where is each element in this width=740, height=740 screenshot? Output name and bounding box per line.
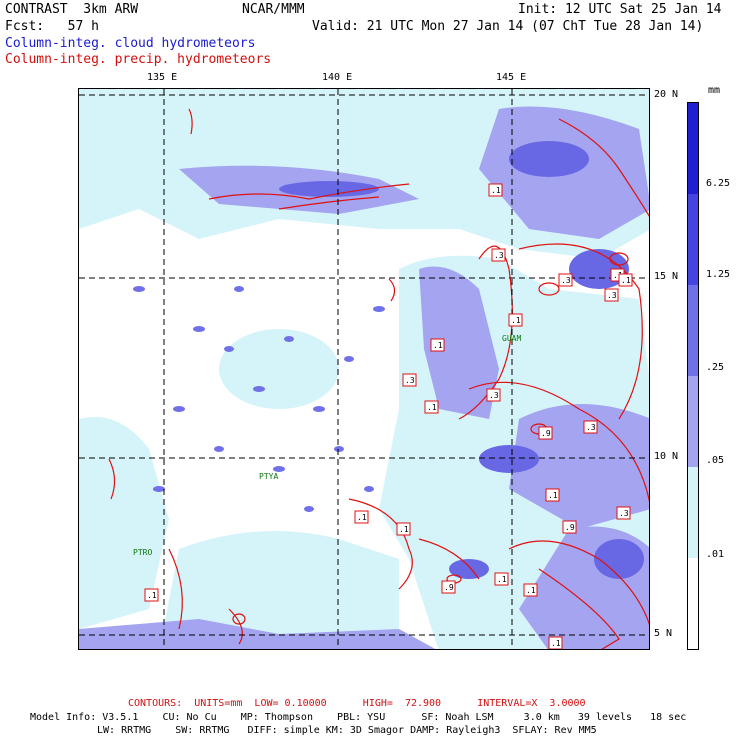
contour-label: .1 [508,313,523,327]
svg-text:.9: .9 [444,583,454,592]
svg-text:.1: .1 [357,513,367,522]
contour-label: .3 [604,288,619,302]
lat-label-5: 5 N [654,628,673,639]
contour-label: .1 [354,510,369,524]
contour-label: .1 [424,400,439,414]
station-ptro: PTRO [133,548,153,557]
svg-text:.3: .3 [489,391,499,400]
colorbar-segment [688,194,698,285]
model-info-line2: LW: RRTMG SW: RRTMG DIFF: simple KM: 3D … [97,725,597,736]
contour-label: .3 [486,388,501,402]
contour-label: .1 [430,338,445,352]
contour-label: .1 [488,183,503,197]
contour-label: .9 [538,426,553,440]
lon-label-140: 140 E [322,72,353,83]
graticule [79,89,649,649]
init-time: Init: 12 UTC Sat 25 Jan 14 [518,2,722,17]
contour-label: .1 [144,588,159,602]
svg-text:.1: .1 [491,186,501,195]
contour-label: .3 [491,248,506,262]
svg-text:.1: .1 [551,639,561,648]
colorbar-tick-6.25: 6.25 [706,178,731,189]
svg-text:.9: .9 [541,429,551,438]
lat-label-15: 15 N [654,271,679,282]
contour-label: .3 [616,506,631,520]
cloud-dots [133,286,385,512]
svg-text:.3: .3 [619,509,629,518]
colorbar-segment [688,558,698,649]
svg-text:.1: .1 [526,586,536,595]
colorbar-tick-.25: .25 [706,362,725,373]
colorbar-segment [688,103,698,194]
svg-text:.3: .3 [405,376,415,385]
field-cloud-label: Column-integ. cloud hydrometeors [5,36,256,51]
valid-time: Valid: 21 UTC Mon 27 Jan 14 (07 ChT Tue … [312,19,704,34]
lat-label-20: 20 N [654,89,679,100]
colorbar-segment [688,285,698,376]
svg-text:.1: .1 [433,341,443,350]
colorbar-tick-.05: .05 [706,455,725,466]
model-title: CONTRAST 3km ARW [5,2,139,17]
svg-text:.1: .1 [147,591,157,600]
station-guam: GUAM [502,334,522,343]
colorbar-tick-.01: .01 [706,549,725,560]
contour-label: .3 [558,273,573,287]
svg-text:.1: .1 [548,491,558,500]
station-ptya: PTYA [259,472,279,481]
lon-label-145: 145 E [496,72,527,83]
colorbar-segment [688,467,698,558]
contour-label: .1 [545,488,560,502]
cloud-field-dark [279,141,644,579]
lon-label-135: 135 E [147,72,178,83]
svg-text:.9: .9 [565,523,575,532]
svg-text:.1: .1 [511,316,521,325]
colorbar-tick-1.25: 1.25 [706,269,731,280]
svg-text:.1: .1 [427,403,437,412]
center-name: NCAR/MMM [242,2,305,17]
precip-contours [108,108,649,649]
field-precip-label: Column-integ. precip. hydrometeors [5,52,272,67]
contour-label: .1 [494,572,509,586]
map-svg: .1.3.1.3.1.3.1.3.9.3.1.3.1.9.1.1.1.9.1.1… [79,89,649,649]
svg-text:.3: .3 [561,276,571,285]
svg-text:.1: .1 [399,525,409,534]
svg-text:.3: .3 [607,291,617,300]
forecast-hour: Fcst: 57 h [5,19,99,34]
contours-info: CONTOURS: UNITS=mm LOW= 0.10000 HIGH= 72… [128,698,586,709]
svg-text:.1: .1 [497,575,507,584]
contour-label: .9 [441,580,456,594]
contour-label: .3 [583,420,598,434]
lat-label-10: 10 N [654,451,679,462]
colorbar-segment [688,376,698,467]
colorbar [687,102,699,650]
contour-label: .1 [523,583,538,597]
svg-text:.1: .1 [613,271,623,280]
colorbar-unit: mm [708,85,721,96]
svg-text:.1: .1 [621,276,631,285]
contour-label: .9 [562,520,577,534]
contour-labels: .1.3.1.3.1.3.1.3.9.3.1.3.1.9.1.1.1.9.1.1… [144,183,633,649]
contour-label: .1 [618,273,633,287]
svg-text:.3: .3 [586,423,596,432]
contour-label: .1 [396,522,411,536]
contour-label: .3 [402,373,417,387]
model-info-line1: Model Info: V3.5.1 CU: No Cu MP: Thompso… [30,712,687,723]
map-panel: .1.3.1.3.1.3.1.3.9.3.1.3.1.9.1.1.1.9.1.1… [78,88,650,650]
svg-text:.3: .3 [494,251,504,260]
contour-label: .1 [548,636,563,649]
